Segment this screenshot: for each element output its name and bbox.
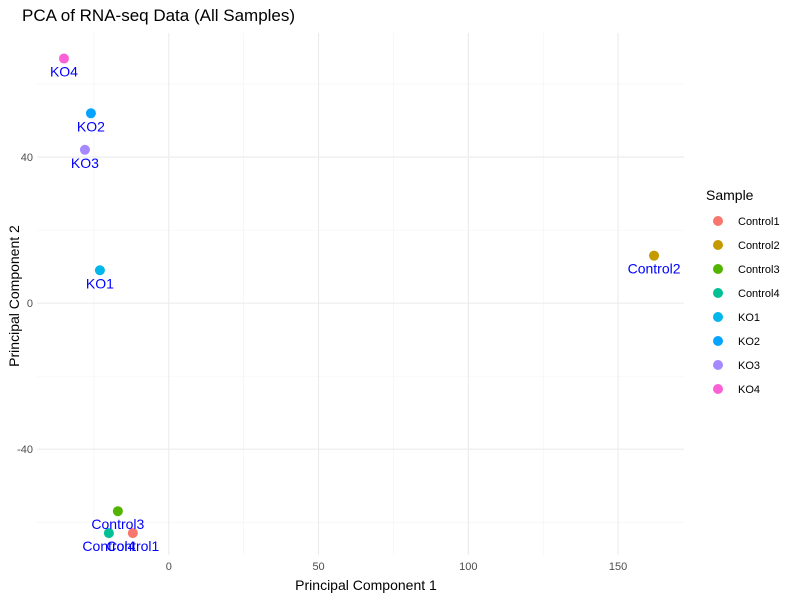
legend-label-ko3: KO3 <box>738 360 760 372</box>
x-axis-title: Principal Component 1 <box>295 577 437 593</box>
x-tick-label: 50 <box>312 561 324 573</box>
legend-label-ko4: KO4 <box>738 384 760 396</box>
legend-key-control1 <box>713 216 723 226</box>
point-label-control3: Control3 <box>91 516 144 532</box>
data-point-ko4 <box>58 53 69 64</box>
y-tick-label: -40 <box>17 444 33 456</box>
legend-key-ko3 <box>713 360 723 370</box>
data-point-ko3 <box>79 144 90 155</box>
data-point-ko2 <box>85 108 96 119</box>
legend-label-ko1: KO1 <box>738 312 760 324</box>
legend: Sample Control1 Control2 Control3 Control4 K… <box>706 187 780 396</box>
legend-label-control4: Control4 <box>738 288 780 300</box>
axis-ticks: 0 50 100 150 -40 0 40 <box>17 152 627 573</box>
y-tick-label: 0 <box>27 298 33 310</box>
x-tick-label: 100 <box>459 561 477 573</box>
x-tick-label: 150 <box>609 561 627 573</box>
legend-title: Sample <box>706 187 754 203</box>
grid <box>37 33 684 555</box>
legend-label-control2: Control2 <box>738 240 780 252</box>
legend-label-control1: Control1 <box>738 216 780 228</box>
x-tick-label: 0 <box>166 561 172 573</box>
point-labels: Control1 Control2 Control3 Control4 KO1 KO2 KO… <box>50 64 681 555</box>
data-point-control3 <box>112 506 123 517</box>
point-label-ko3: KO3 <box>71 155 99 171</box>
point-label-control1: Control1 <box>106 538 159 554</box>
chart-title: PCA of RNA-seq Data (All Samples) <box>22 6 295 25</box>
y-tick-label: 40 <box>21 152 33 164</box>
data-point-control1 <box>127 528 138 539</box>
point-label-ko2: KO2 <box>77 118 105 134</box>
legend-key-ko1 <box>713 312 723 322</box>
legend-key-control4 <box>713 288 723 298</box>
point-label-control2: Control2 <box>628 261 681 277</box>
point-label-ko1: KO1 <box>86 275 114 291</box>
y-axis-title: Principal Component 2 <box>6 225 22 367</box>
data-point-control4 <box>103 528 114 539</box>
point-label-control4: Control4 <box>82 538 135 554</box>
data-points <box>58 53 660 539</box>
legend-label-ko2: KO2 <box>738 336 760 348</box>
legend-key-control3 <box>713 264 723 274</box>
data-point-control2 <box>649 250 660 261</box>
legend-key-control2 <box>713 240 723 250</box>
data-point-ko1 <box>94 265 105 276</box>
point-label-ko4: KO4 <box>50 64 78 80</box>
legend-key-ko2 <box>713 336 723 346</box>
legend-key-ko4 <box>713 384 723 394</box>
legend-label-control3: Control3 <box>738 264 780 276</box>
